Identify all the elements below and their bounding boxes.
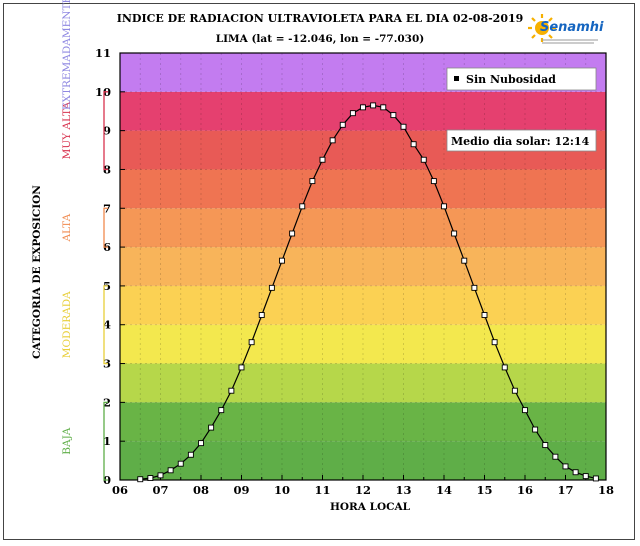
data-point bbox=[187, 451, 194, 458]
band-2 bbox=[120, 363, 606, 403]
category-label-moderada: MODERADA bbox=[61, 291, 73, 358]
data-point bbox=[208, 424, 215, 431]
senamhi-sun-icon bbox=[528, 14, 598, 44]
category-label-baja: BAJA bbox=[61, 427, 73, 455]
data-point bbox=[147, 475, 154, 482]
x-tick-label: 11 bbox=[314, 483, 330, 497]
x-tick-label: 13 bbox=[395, 483, 411, 497]
data-point bbox=[441, 203, 447, 210]
band-6 bbox=[120, 208, 606, 248]
data-point bbox=[511, 387, 518, 394]
x-tick-label: 07 bbox=[152, 483, 168, 497]
senamhi-logo: Senamhi bbox=[540, 20, 604, 35]
series-line-sin-nubosidad bbox=[140, 104, 597, 480]
y-tick-label: 4 bbox=[103, 318, 111, 332]
data-point bbox=[501, 364, 508, 371]
chart-subtitle: LIMA (lat = -12.046, lon = -77.030) bbox=[215, 33, 425, 45]
data-point bbox=[238, 364, 245, 371]
data-point bbox=[339, 121, 346, 128]
solar-noon-label: Medio dia solar: 12:14 bbox=[451, 135, 590, 148]
data-point bbox=[309, 178, 316, 185]
category-label-muy-alta: MUY ALTA bbox=[61, 101, 73, 159]
category-bracket-muy-alta bbox=[103, 91, 108, 171]
y-axis-label: CATEGORIA DE EXPOSICION bbox=[31, 185, 43, 359]
data-point bbox=[289, 230, 296, 237]
x-tick-label: 12 bbox=[355, 483, 371, 497]
category-label-alta: ALTA bbox=[61, 213, 73, 242]
data-point bbox=[542, 442, 549, 449]
legend-series-name: Sin Nubosidad bbox=[466, 73, 556, 86]
chart-title: INDICE DE RADIACION ULTRAVIOLETA PARA EL… bbox=[116, 12, 524, 25]
x-tick-label: 10 bbox=[274, 483, 290, 497]
band-4 bbox=[120, 285, 606, 325]
solar-noon-annotation: Medio dia solar: 12:14 bbox=[446, 129, 597, 152]
y-tick-label: 10 bbox=[95, 85, 111, 99]
x-axis-ticks: 06 07 08 09 10 11 12 13 14 15 16 17 18 bbox=[112, 475, 614, 497]
data-point bbox=[319, 156, 326, 163]
band-3 bbox=[120, 324, 606, 364]
data-point bbox=[380, 104, 387, 111]
data-point bbox=[400, 123, 407, 130]
data-point bbox=[461, 257, 468, 264]
y-tick-label: 11 bbox=[95, 46, 111, 60]
data-point bbox=[562, 463, 569, 470]
band-9 bbox=[120, 91, 606, 131]
x-tick-label: 14 bbox=[436, 483, 452, 497]
data-point bbox=[177, 460, 184, 467]
data-point bbox=[451, 230, 458, 237]
data-point bbox=[572, 469, 579, 476]
x-axis-label: HORA LOCAL bbox=[330, 501, 411, 513]
data-point bbox=[228, 387, 235, 394]
data-point bbox=[552, 453, 559, 460]
x-tick-label: 16 bbox=[517, 483, 533, 497]
data-point bbox=[299, 203, 306, 210]
data-point bbox=[481, 312, 488, 318]
data-point bbox=[137, 476, 144, 483]
band-7 bbox=[120, 169, 606, 209]
data-point bbox=[157, 472, 164, 479]
x-tick-label: 08 bbox=[193, 483, 209, 497]
y-tick-label: 1 bbox=[103, 434, 111, 448]
data-point bbox=[268, 284, 275, 291]
x-tick-label: 09 bbox=[233, 483, 249, 497]
band-0 bbox=[120, 441, 606, 480]
y-tick-label: 9 bbox=[103, 124, 111, 138]
data-point bbox=[258, 312, 265, 318]
x-tick-label: 17 bbox=[557, 483, 573, 497]
category-bracket-baja bbox=[103, 401, 108, 481]
data-point bbox=[420, 156, 427, 163]
x-tick-label: 18 bbox=[598, 483, 614, 497]
data-point bbox=[390, 112, 397, 119]
exposure-bands bbox=[120, 53, 606, 480]
data-point bbox=[167, 467, 174, 474]
band-5 bbox=[120, 247, 606, 286]
data-point bbox=[491, 339, 498, 346]
data-point bbox=[410, 141, 417, 148]
data-point bbox=[370, 102, 377, 109]
legend: Sin Nubosidad bbox=[446, 67, 597, 91]
category-bracket-alta bbox=[103, 207, 108, 248]
category-label-extremadamente: EXTREMADAMENTE bbox=[61, 0, 73, 110]
data-point bbox=[218, 407, 225, 414]
x-tick-label: 06 bbox=[112, 483, 128, 497]
data-point bbox=[198, 440, 204, 447]
data-point bbox=[329, 137, 336, 144]
data-point bbox=[349, 110, 356, 117]
data-point bbox=[279, 257, 285, 264]
data-point bbox=[532, 426, 539, 433]
data-point bbox=[522, 407, 528, 414]
data-point bbox=[582, 473, 589, 480]
data-point bbox=[248, 339, 255, 346]
data-point bbox=[592, 475, 599, 482]
data-point bbox=[360, 104, 366, 111]
series-points bbox=[137, 102, 599, 483]
data-point bbox=[471, 284, 478, 291]
data-point bbox=[430, 178, 437, 185]
category-bracket-moderada bbox=[103, 285, 108, 365]
x-tick-label: 15 bbox=[476, 483, 492, 497]
